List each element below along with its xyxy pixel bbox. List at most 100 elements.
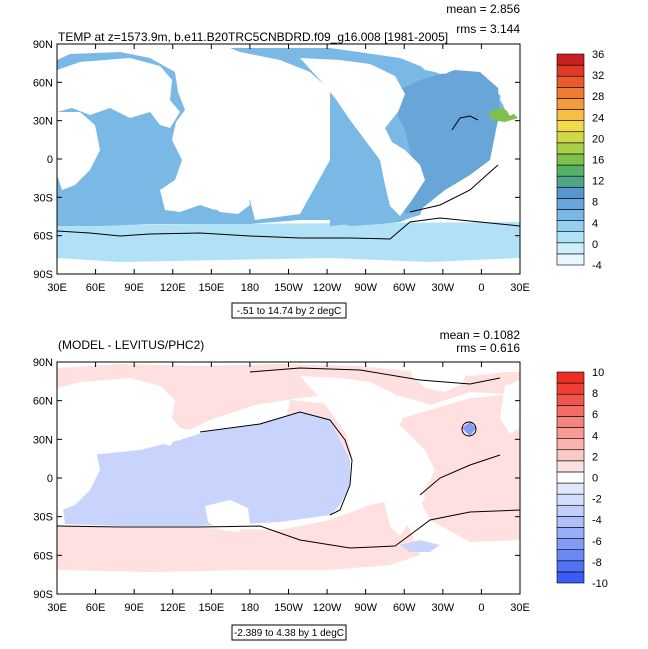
top-colorbar-label: 28	[592, 91, 604, 103]
bottom-title: (MODEL - LEVITUS/PHC2)	[58, 338, 204, 352]
bottom-neg-south-patch	[400, 540, 440, 552]
top-lon-label: 150E	[198, 282, 224, 294]
top-lat-label: 60S	[33, 231, 53, 243]
bottom-colorbar-box	[556, 471, 585, 484]
bottom-contour-south	[57, 509, 520, 549]
bottom-neg-pacific	[62, 412, 350, 526]
bottom-colorbar-box	[556, 482, 585, 495]
top-colorbar-box	[556, 87, 585, 99]
bottom-contour-pacific	[199, 411, 353, 516]
bottom-lon-label: 150W	[274, 602, 303, 614]
bottom-contour-north-blob	[461, 421, 477, 437]
bottom-lon-label: 90W	[354, 602, 377, 614]
bottom-lon-label: 150E	[198, 602, 224, 614]
top-lat-label: 30N	[33, 116, 53, 128]
bottom-rms: rms = 0.616	[456, 341, 520, 355]
top-colorbar-box	[556, 120, 585, 133]
top-lon-label: 30E	[47, 282, 67, 294]
top-land-africa	[57, 112, 100, 190]
bottom-colorbar-label: -4	[592, 515, 602, 527]
top-colorbar-box	[556, 242, 585, 255]
bottom-contour-north	[249, 367, 501, 385]
top-colorbar-label: 4	[592, 218, 598, 230]
bottom-range-label: -2.389 to 4.38 by 1 degC	[234, 628, 344, 639]
bottom-pos-south	[57, 500, 420, 572]
top-lon-label: 180	[241, 282, 259, 294]
top-range-label: -.51 to 14.74 by 2 degC	[237, 306, 342, 317]
top-lon-label: 90W	[354, 282, 377, 294]
top-lon-label: 90E	[124, 282, 144, 294]
bottom-lat-label: 30S	[33, 512, 53, 524]
top-lon-label: 150W	[274, 282, 303, 294]
top-land-australia	[205, 182, 250, 214]
top-colorbar-box	[556, 175, 585, 188]
top-contour-south	[57, 217, 520, 240]
bottom-contour-atlantic	[419, 454, 501, 496]
bottom-land-australia	[205, 500, 250, 532]
top-lat-label: 90N	[33, 39, 53, 51]
top-lat-label: 90S	[33, 269, 53, 281]
bottom-colorbar-box	[556, 560, 585, 573]
bottom-lat-label: 90N	[33, 357, 53, 369]
top-land-greenland	[410, 48, 470, 74]
bottom-neg-north-blob	[462, 422, 476, 436]
top-lon-label: 0	[478, 282, 484, 294]
bottom-colorbar-label: -2	[592, 494, 602, 506]
top-land-eurasia	[57, 58, 180, 128]
top-title: TEMP at z=1573.9m, b.e11.B20TRC5CNBDRD.f…	[58, 30, 448, 44]
top-colorbar-box	[556, 131, 585, 144]
top-lon-label: 30E	[510, 282, 530, 294]
top-colorbar-box	[556, 142, 585, 155]
top-lon-label: 60W	[393, 282, 416, 294]
bottom-lon-label: 30W	[432, 602, 455, 614]
bottom-lon-label: 60W	[393, 602, 416, 614]
bottom-colorbar: -10 -8 -6 -4 -2 0 2 4 6 8 10	[556, 367, 608, 590]
bottom-colorbar-label: 8	[592, 388, 598, 400]
top-land-america	[300, 58, 425, 216]
top-contour-north	[451, 115, 479, 131]
bottom-colorbar-box	[556, 449, 585, 462]
bottom-colorbar-box	[556, 393, 585, 406]
bottom-lon-label: 120W	[313, 602, 342, 614]
bottom-colorbar-box	[556, 460, 585, 473]
top-colorbar-box	[556, 164, 585, 177]
top-colorbar-label: 16	[592, 155, 604, 167]
top-lat-label: 30S	[33, 192, 53, 204]
bottom-colorbar-label: -6	[592, 536, 602, 548]
bottom-mean: mean = 0.1082	[440, 328, 521, 342]
bottom-colorbar-box	[556, 504, 585, 517]
top-colorbar-box	[556, 186, 585, 199]
bottom-land-eurasia	[57, 378, 182, 446]
top-colorbar-label: 20	[592, 133, 604, 145]
bottom-colorbar-box	[556, 538, 585, 550]
bottom-land-europe	[500, 380, 520, 434]
bottom-colorbar-box	[556, 493, 585, 506]
top-colorbar-label: 0	[592, 239, 598, 251]
top-colorbar-box	[556, 253, 585, 266]
top-lon-label: 30W	[432, 282, 455, 294]
bottom-colorbar-box	[556, 382, 585, 395]
bottom-colorbar-box	[556, 527, 585, 539]
bottom-lat-label: 60N	[33, 396, 53, 408]
bottom-axes: 30E 60E 90E 120E 150E 180 150W 120W 90W 60W 30W 0 30…	[33, 357, 530, 614]
top-ocean-southern	[57, 222, 520, 262]
bottom-colorbar-box	[556, 571, 585, 584]
bottom-lon-label: 30E	[510, 602, 530, 614]
top-colorbar-label: 32	[592, 70, 604, 82]
top-colorbar-box	[556, 198, 585, 210]
top-colorbar-label: 8	[592, 197, 598, 209]
top-colorbar-box	[556, 64, 585, 77]
bottom-colorbar-label: 2	[592, 451, 598, 463]
top-colorbar-box	[556, 209, 585, 221]
top-rms: rms = 3.144	[456, 22, 520, 36]
top-axes: 30E 60E 90E 120E 150E 180 150W 120W 90W 60W 30W 0 30…	[33, 39, 530, 294]
bottom-colorbar-box	[556, 516, 585, 528]
top-colorbar-label: 12	[592, 176, 604, 188]
top-map	[57, 48, 520, 274]
bottom-map	[57, 364, 520, 594]
bottom-lon-label: 0	[478, 602, 484, 614]
bottom-land-africa	[57, 430, 100, 510]
bottom-lon-label: 30E	[47, 602, 67, 614]
bottom-colorbar-box	[556, 427, 585, 439]
top-mean: mean = 2.856	[446, 2, 520, 16]
